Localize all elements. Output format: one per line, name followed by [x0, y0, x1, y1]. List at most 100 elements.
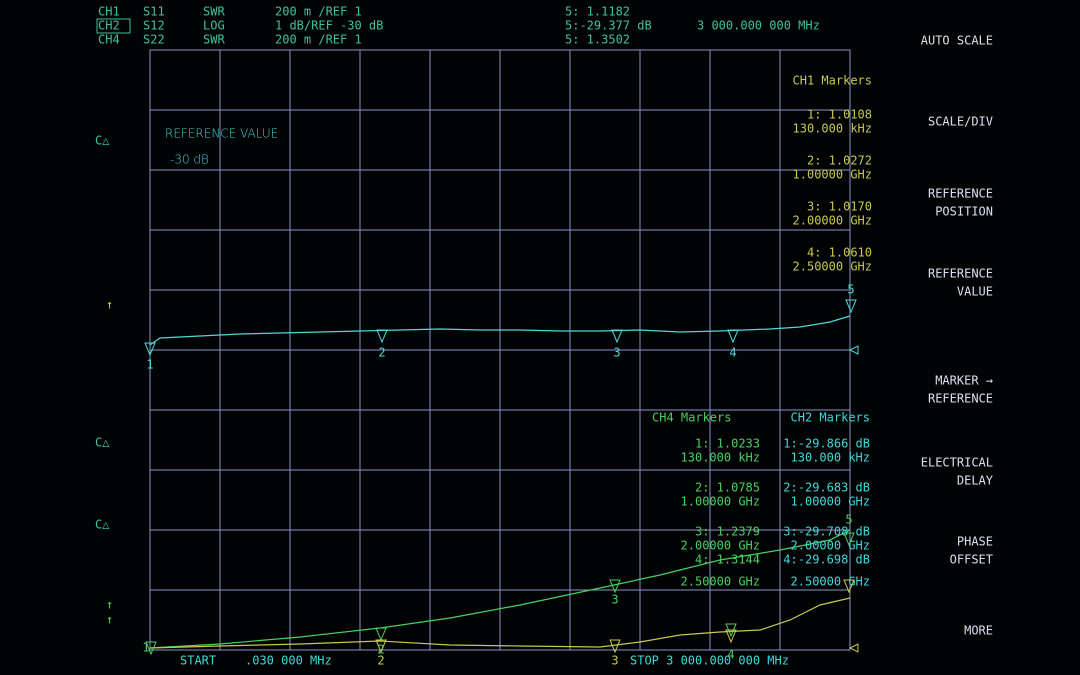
- softkey-label: REFERENCE: [928, 187, 993, 201]
- header-field: 200 m /REF 1: [275, 33, 362, 47]
- header-field: S11: [143, 5, 165, 19]
- marker-entry: 1:-29.866 dB: [783, 437, 870, 451]
- marker-entry: 4: 1.3144: [695, 553, 760, 567]
- footer-stop: STOP 3 000.000 000 MHz: [630, 654, 789, 668]
- header-field: 5: 1.3502: [565, 33, 630, 47]
- marker-id: 2: [377, 643, 384, 657]
- marker-triangle: [843, 532, 855, 547]
- marker-entry: 2:-29.683 dB: [783, 481, 870, 495]
- softkey-label: ELECTRICAL: [921, 456, 993, 470]
- softkey-label: SCALE/DIV: [928, 115, 993, 129]
- header-field: 3 000.000 000 MHz: [697, 19, 820, 33]
- marker-entry: 2.50000 GHz: [681, 575, 760, 589]
- marker-entry: 2.00000 GHz: [681, 539, 760, 553]
- marker-id: 4: [727, 648, 734, 662]
- softkey-label: MARKER →: [935, 374, 993, 388]
- marker-entry: 1: 1.0108: [807, 108, 872, 122]
- marker-table-title: CH4 Markers: [652, 411, 731, 425]
- marker-entry: 3: 1.2379: [695, 525, 760, 539]
- header-field: 1 dB/REF -30 dB: [275, 19, 383, 33]
- marker-triangle: [843, 579, 855, 594]
- marker-entry: 2.00000 GHz: [791, 539, 870, 553]
- marker-table-title: CH2 Markers: [791, 411, 870, 425]
- header-field: 200 m /REF 1: [275, 5, 362, 19]
- softkey-label: MORE: [964, 624, 993, 638]
- softkey-label: VALUE: [957, 285, 993, 299]
- marker-entry: 2.00000 GHz: [793, 214, 872, 228]
- marker-triangle: [727, 329, 739, 344]
- footer-start-value: .030 000 MHz: [245, 654, 332, 668]
- marker-entry: 130.000 kHz: [791, 451, 870, 465]
- marker-id: 3: [613, 346, 620, 360]
- header-field: S22: [143, 33, 165, 47]
- reference-pointer: [848, 643, 859, 653]
- marker-triangle: [145, 641, 157, 656]
- ch1-trace: [149, 315, 851, 346]
- marker-entry: 2: 1.0272: [807, 154, 872, 168]
- marker-id: 5: [847, 283, 854, 297]
- marker-entry: 3: 1.0170: [807, 200, 872, 214]
- footer-start: START: [180, 654, 216, 668]
- side-label: ↑: [106, 613, 113, 627]
- side-label: ↑: [106, 598, 113, 612]
- grid: [149, 49, 851, 651]
- marker-id: 2: [377, 654, 384, 668]
- marker-triangle: [609, 579, 621, 594]
- reference-overlay: -30 dB: [170, 153, 209, 167]
- marker-entry: 1: 1.0233: [695, 437, 760, 451]
- reference-overlay: REFERENCE VALUE: [165, 127, 278, 141]
- marker-triangle: [376, 329, 388, 344]
- side-label: C△: [95, 518, 110, 532]
- marker-id: 5: [845, 513, 852, 527]
- header-field: 5:-29.377 dB: [565, 19, 652, 33]
- reference-pointer: [848, 345, 859, 355]
- marker-triangle: [611, 329, 623, 344]
- side-label: C△: [95, 134, 110, 148]
- marker-entry: 3:-29.708 dB: [783, 525, 870, 539]
- active-channel-box: [96, 18, 131, 34]
- marker-id: 2: [378, 346, 385, 360]
- header-field: CH2: [98, 19, 120, 33]
- marker-triangle: [375, 639, 387, 654]
- marker-entry: 4:-29.698 dB: [783, 553, 870, 567]
- side-label: C△: [95, 436, 110, 450]
- header-field: SWR: [203, 33, 225, 47]
- marker-triangle: [845, 299, 857, 314]
- header-field: SWR: [203, 5, 225, 19]
- ch4-trace: [149, 529, 851, 649]
- softkey-label: PHASE: [957, 535, 993, 549]
- marker-id: 3: [611, 654, 618, 668]
- ch2-trace: [149, 597, 851, 649]
- softkey-label: POSITION: [935, 205, 993, 219]
- marker-entry: 1.00000 GHz: [793, 168, 872, 182]
- marker-entry: 130.000 kHz: [681, 451, 760, 465]
- header-field: CH4: [98, 33, 120, 47]
- marker-entry: 2.50000 GHz: [793, 260, 872, 274]
- header-field: 5: 1.1182: [565, 5, 630, 19]
- softkey-label: AUTO SCALE: [921, 34, 993, 48]
- header-field: CH1: [98, 5, 120, 19]
- marker-triangle: [609, 639, 621, 654]
- marker-id: 1: [142, 641, 149, 655]
- marker-triangle: [375, 627, 387, 642]
- marker-id: 1: [146, 358, 153, 372]
- marker-entry: 1.00000 GHz: [681, 495, 760, 509]
- marker-triangle: [144, 342, 156, 357]
- marker-entry: 4: 1.0610: [807, 246, 872, 260]
- marker-entry: 2: 1.0785: [695, 481, 760, 495]
- marker-id: 4: [729, 346, 736, 360]
- marker-id: 3: [611, 593, 618, 607]
- marker-table-title: CH1 Markers: [793, 74, 872, 88]
- header-field: S12: [143, 19, 165, 33]
- softkey-label: DELAY: [957, 474, 994, 488]
- marker-entry: 130.000 kHz: [793, 122, 872, 136]
- softkey-label: REFERENCE: [928, 267, 993, 281]
- header-field: LOG: [203, 19, 225, 33]
- marker-triangle: [725, 629, 737, 644]
- softkey-label: REFERENCE: [928, 392, 993, 406]
- softkey-label: OFFSET: [950, 553, 993, 567]
- marker-entry: 2.50000 GHz: [791, 575, 870, 589]
- marker-entry: 1.00000 GHz: [791, 495, 870, 509]
- side-label: ↑: [106, 298, 113, 312]
